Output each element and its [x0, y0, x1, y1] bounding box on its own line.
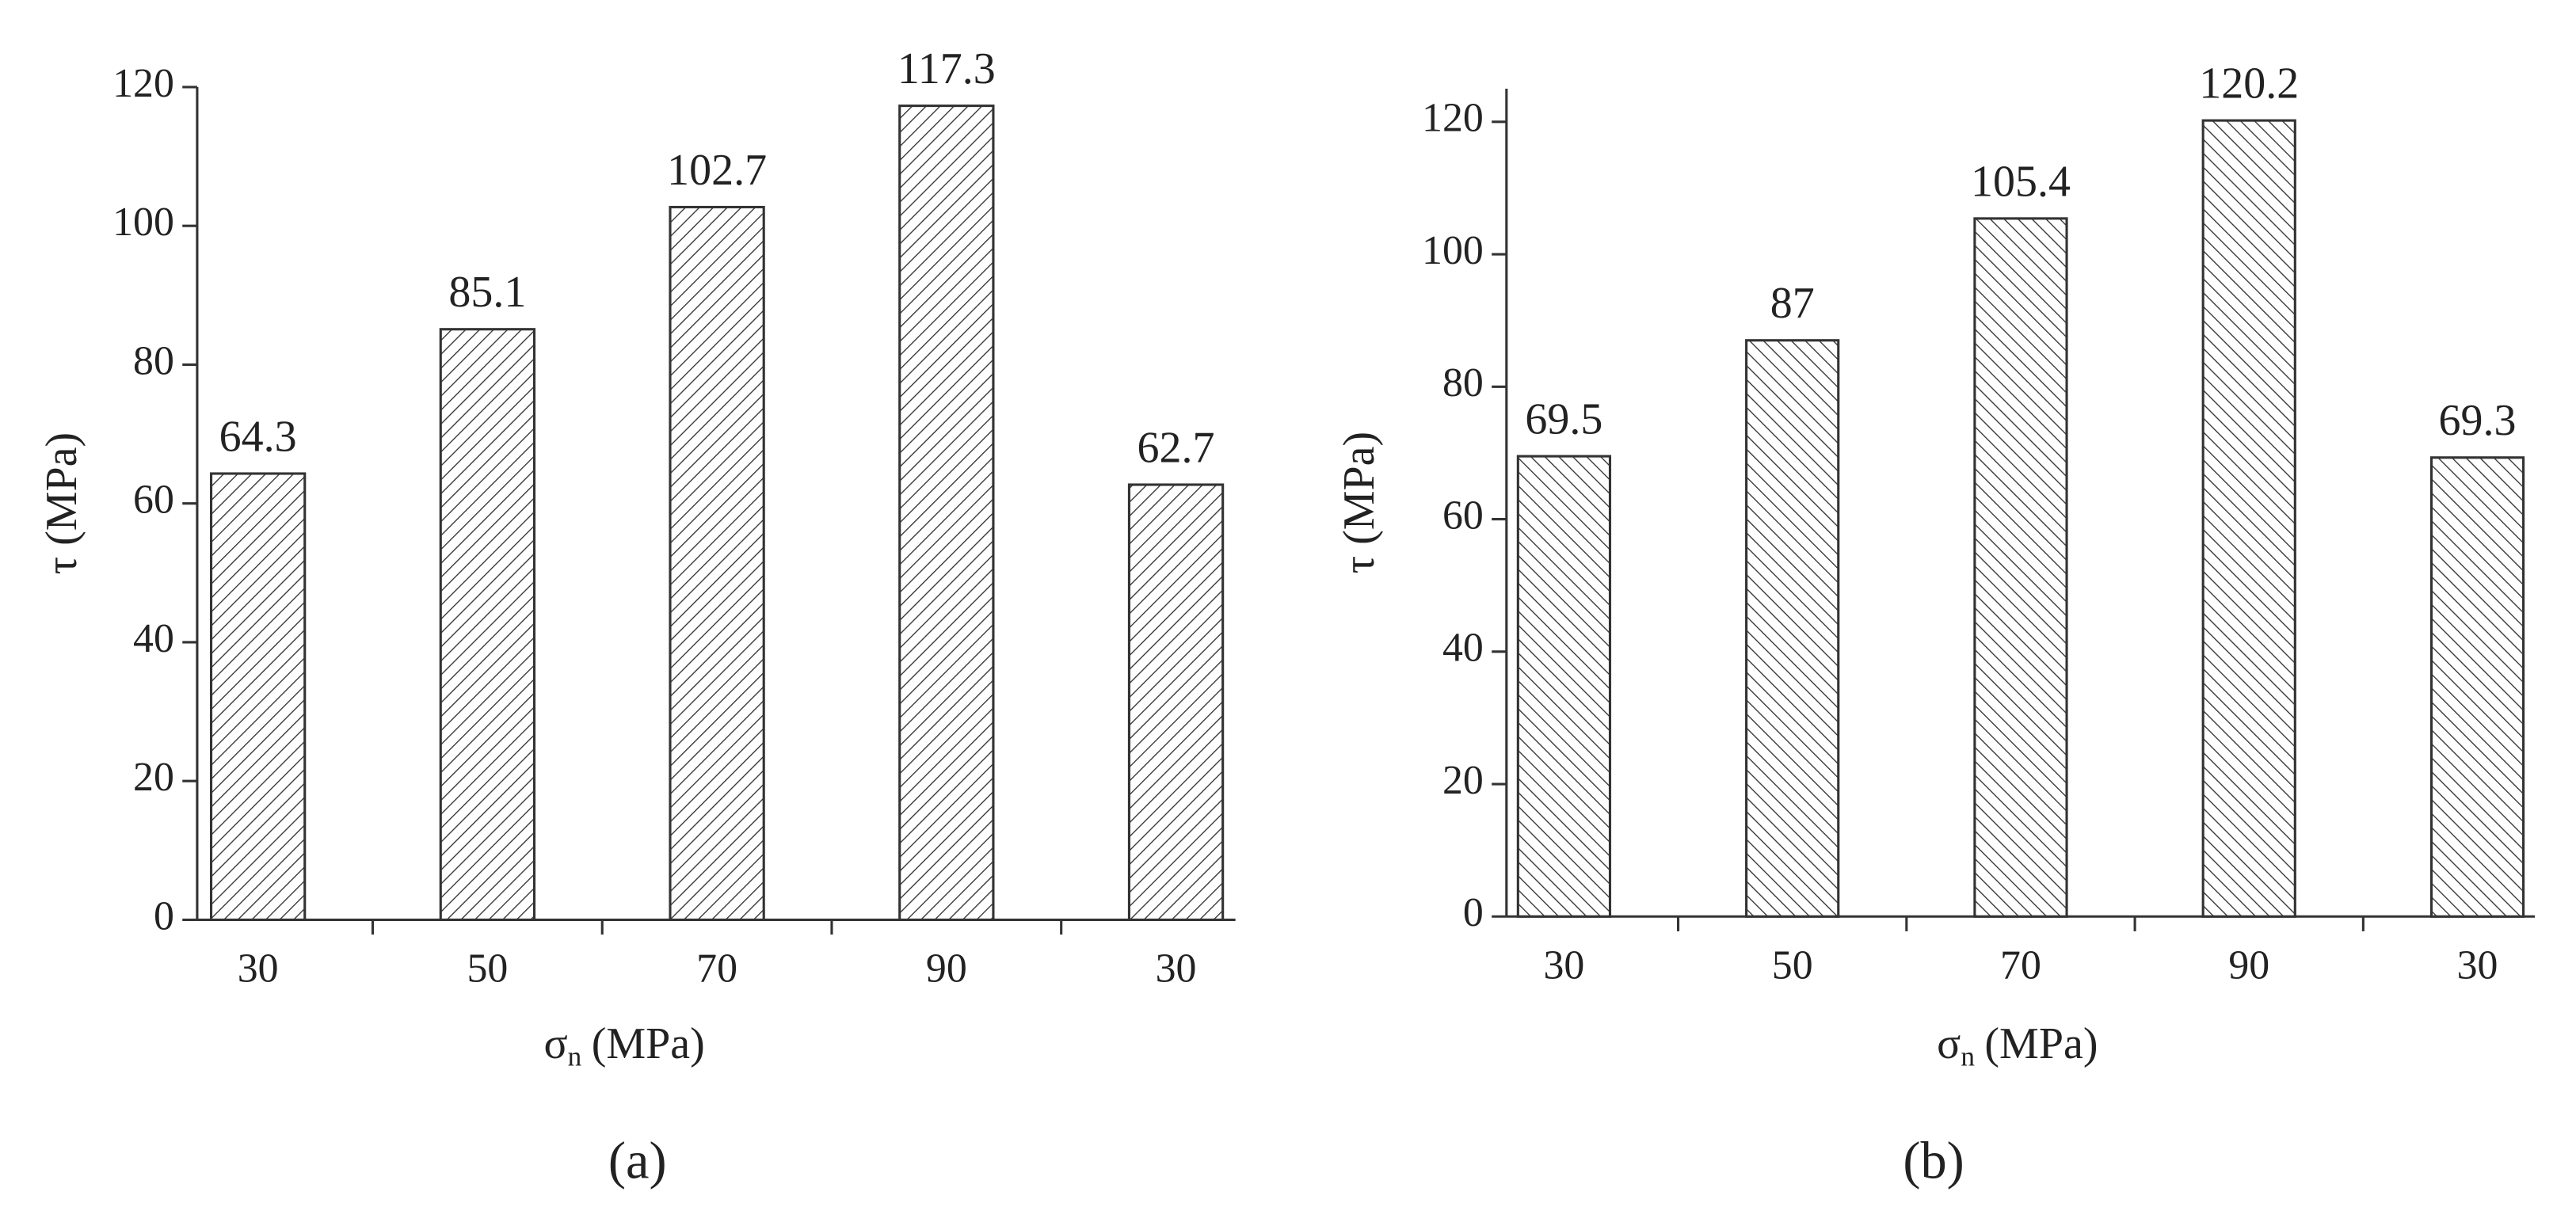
y-tick-label: 60 [133, 478, 174, 523]
value-label: 64.3 [219, 412, 297, 461]
bar [2201, 119, 2296, 918]
value-label: 69.3 [2439, 396, 2517, 445]
y-tick-label: 120 [112, 61, 174, 106]
bar [1745, 339, 1840, 918]
x-tick-label: 90 [2228, 943, 2269, 988]
y-tick-label: 20 [1442, 758, 1484, 803]
value-label: 87 [1770, 279, 1815, 328]
x-axis-symbol: σ [1937, 1019, 1961, 1068]
y-tick-label: 0 [1463, 890, 1484, 935]
x-tick-label: 90 [926, 946, 967, 992]
bar [1516, 455, 1612, 918]
x-axis-unit: (MPa) [1984, 1019, 2098, 1068]
x-tick-label: 50 [1772, 943, 1813, 988]
x-axis-title: σn (MPa) [1937, 1019, 2098, 1072]
y-tick-label: 100 [1422, 228, 1484, 273]
y-tick-label: 100 [112, 200, 174, 245]
value-label: 117.3 [897, 44, 996, 93]
x-axis-unit: (MPa) [592, 1019, 705, 1068]
y-tick-label: 120 [1422, 96, 1484, 141]
y-axis-title: τ (MPa) [37, 432, 86, 575]
bar [898, 105, 995, 921]
x-tick-label: 30 [2457, 943, 2498, 988]
x-tick-label: 30 [1156, 946, 1197, 992]
x-tick-label: 70 [2000, 943, 2041, 988]
value-label: 62.7 [1137, 423, 1215, 472]
bar [2429, 456, 2525, 918]
chart-panel: 0 20 40 60 80 100 120 30 64.3 50 85.1 70 102.7 90 117.… [37, 44, 1236, 1190]
panel-label: (b) [1903, 1133, 1964, 1190]
x-axis-subscript: n [568, 1041, 582, 1072]
value-label: 105.4 [1971, 157, 2071, 206]
x-axis-symbol: σ [543, 1019, 567, 1068]
x-tick-label: 30 [1544, 943, 1585, 988]
bar [1973, 217, 2068, 918]
bar [1127, 483, 1225, 921]
panel-label: (a) [608, 1133, 667, 1190]
x-axis-title: σn (MPa) [543, 1019, 704, 1072]
y-tick-label: 80 [1442, 360, 1484, 405]
y-tick-label: 40 [133, 616, 174, 661]
x-tick-label: 30 [238, 946, 279, 992]
value-label: 69.5 [1525, 394, 1602, 443]
y-axis-title: τ (MPa) [1335, 432, 1384, 574]
value-label: 102.7 [667, 146, 767, 195]
x-axis-subscript: n [1961, 1041, 1975, 1072]
y-tick-label: 60 [1442, 493, 1484, 538]
value-label: 120.2 [2199, 59, 2299, 108]
x-tick-label: 50 [467, 946, 508, 992]
y-tick-label: 20 [133, 755, 174, 800]
bar [439, 328, 536, 921]
bar [209, 472, 307, 921]
bar [669, 205, 765, 921]
chart-panel: 0 20 40 60 80 100 120 30 69.5 50 87 70 105.4 90 120.2 3… [1335, 59, 2536, 1190]
value-label: 85.1 [448, 268, 526, 317]
y-tick-label: 80 [133, 338, 174, 383]
x-tick-label: 70 [696, 946, 737, 992]
y-tick-label: 0 [154, 893, 174, 938]
y-tick-label: 40 [1442, 626, 1484, 671]
